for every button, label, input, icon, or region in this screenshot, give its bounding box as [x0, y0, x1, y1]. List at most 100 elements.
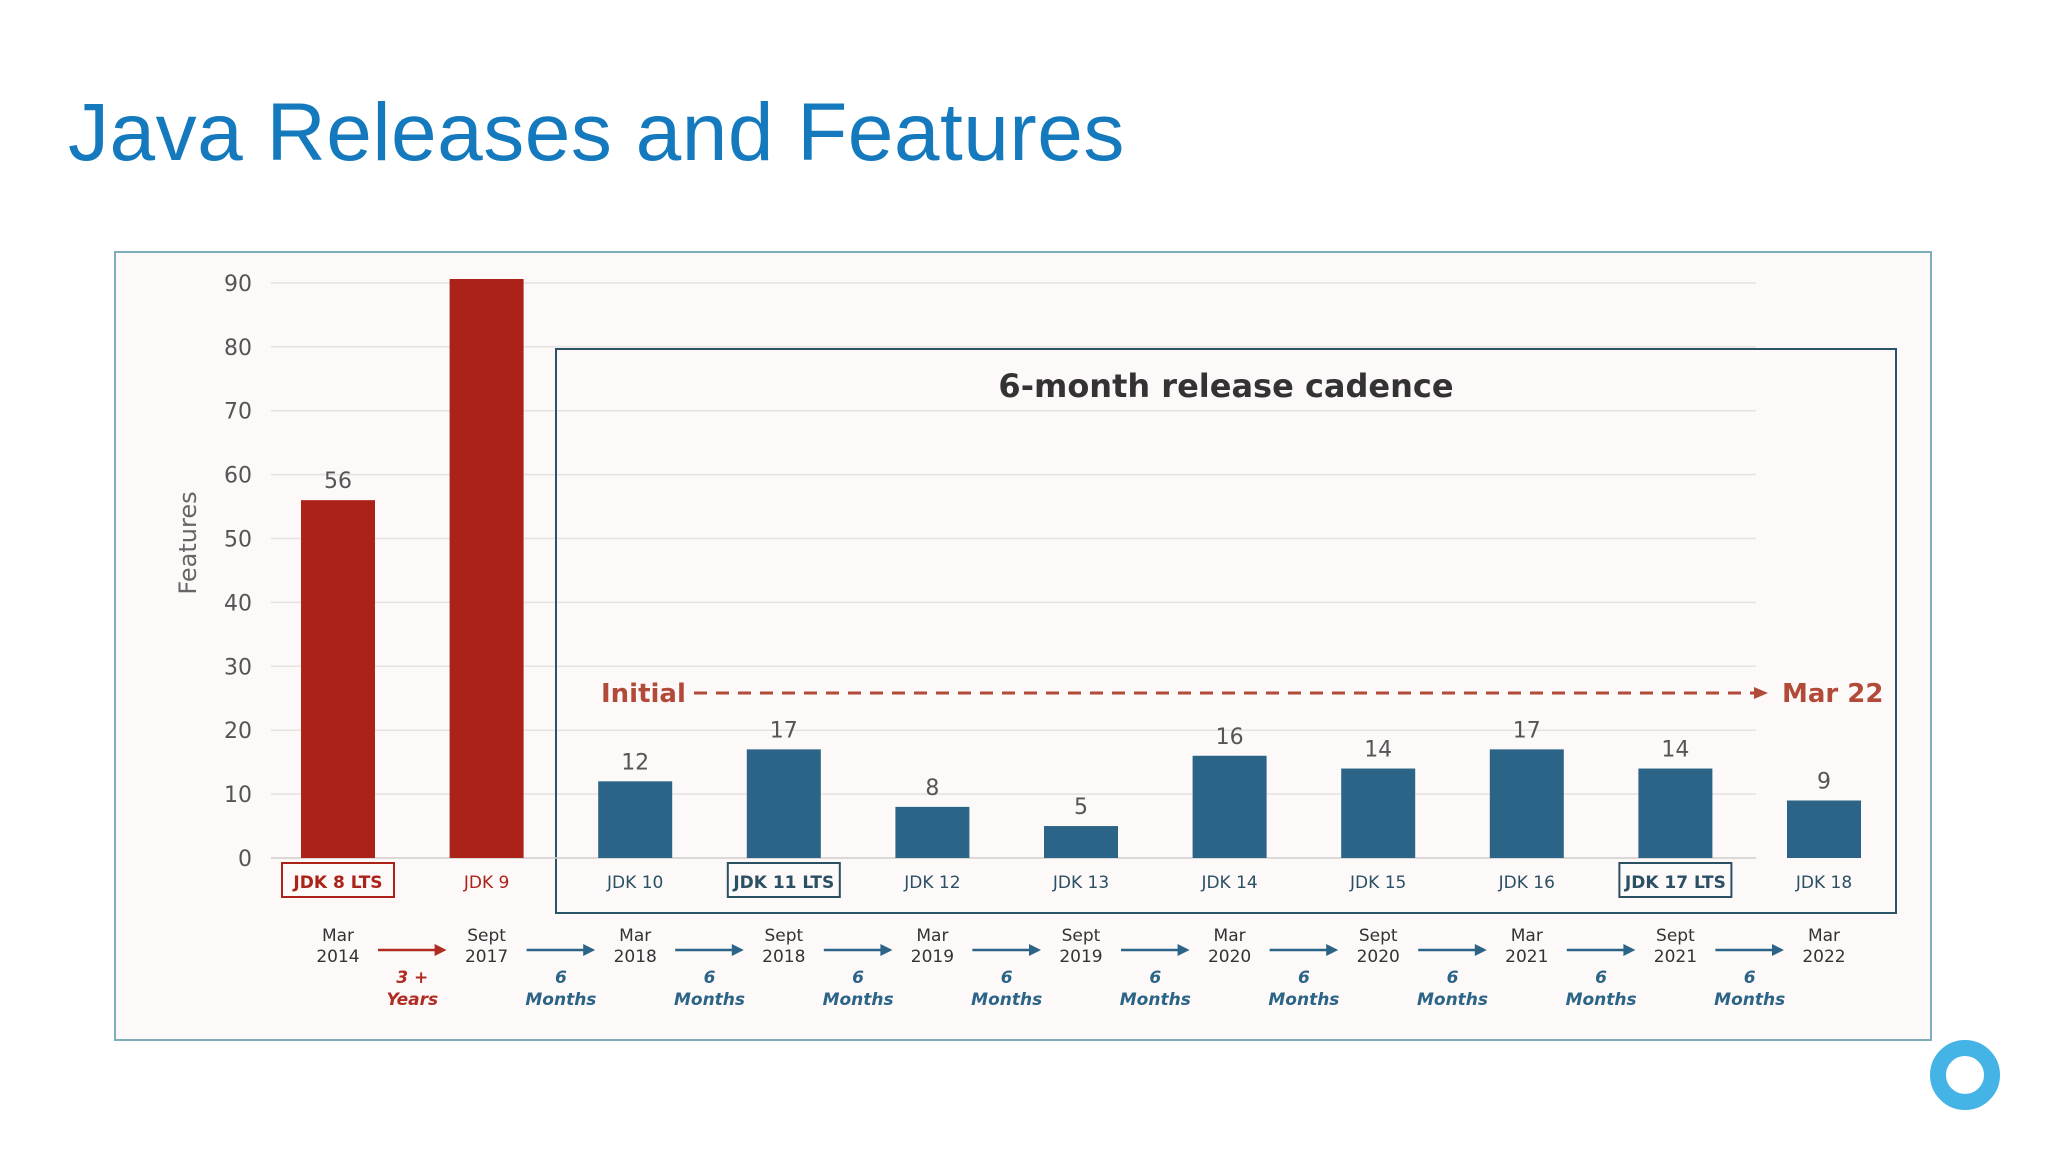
category-label: JDK 14 [1200, 873, 1257, 893]
interval-unit: Months [971, 990, 1042, 1010]
interval-arrow-head-icon [1177, 944, 1190, 956]
timeline-month: Mar [1511, 926, 1543, 946]
y-tick-label: 40 [224, 591, 252, 616]
bar-value-label: 14 [1364, 738, 1392, 763]
bar [1787, 800, 1861, 858]
interval-unit: Months [1268, 990, 1339, 1010]
bar [1638, 768, 1713, 858]
y-tick-label: 0 [238, 847, 252, 872]
category-label: JDK 12 [903, 873, 960, 893]
bar-value-label: 5 [1074, 795, 1088, 820]
interval-unit: Months [525, 990, 596, 1010]
lts-badge-box [726, 862, 841, 898]
y-axis-title: Features [174, 491, 202, 594]
interval-count: 6 [852, 968, 864, 988]
bar-value-label: 9 [1817, 769, 1831, 794]
category-label: JDK 10 [606, 873, 663, 893]
initial-arrow-head-icon [1754, 687, 1768, 699]
bar-value-label: 12 [621, 750, 649, 775]
lts-badge-box [1618, 862, 1733, 898]
interval-count: 6 [1744, 968, 1756, 988]
chart-frame: 0 10 20 30 40 50 60 70 80 90 Features 6-month relea… [114, 251, 1932, 1041]
timeline-month: Mar [322, 926, 354, 946]
interval-unit: Months [1566, 990, 1637, 1010]
bar [746, 749, 821, 858]
timeline-month: Sept [1359, 926, 1398, 946]
interval-arrow-head-icon [583, 944, 596, 956]
interval-count: 6 [1447, 968, 1459, 988]
interval-arrow-head-icon [1326, 944, 1339, 956]
interval-count: 6 [704, 968, 716, 988]
interval-unit: Months [1120, 990, 1191, 1010]
category-label: JDK 8 LTS [292, 873, 382, 893]
category-label: JDK 15 [1349, 873, 1406, 893]
slide-title: Java Releases and Features [68, 87, 1125, 178]
timeline-month: Sept [1656, 926, 1695, 946]
timeline-year: 2019 [911, 947, 954, 967]
bar [301, 500, 375, 858]
timeline-month: Mar [1808, 926, 1840, 946]
initial-label: Initial [601, 679, 686, 709]
category-label: JDK 18 [1795, 873, 1852, 893]
y-tick-label: 30 [224, 655, 252, 680]
y-tick-label: 10 [224, 783, 252, 808]
y-tick-label: 80 [224, 336, 252, 361]
bar-value-label: 14 [1661, 738, 1689, 763]
category-label: JDK 16 [1498, 873, 1555, 893]
bar-value-label: 17 [1513, 718, 1541, 743]
timeline-month: Sept [764, 926, 803, 946]
timeline-year: 2021 [1654, 947, 1697, 967]
bar-value-label: 56 [324, 469, 352, 494]
interval-unit: Months [823, 990, 894, 1010]
interval-count: 6 [1595, 968, 1607, 988]
cadence-box [555, 348, 1897, 914]
interval-count: 6 [1001, 968, 1013, 988]
y-tick-label: 70 [224, 400, 252, 425]
lts-badge-box [281, 862, 395, 898]
interval-count: 6 [1149, 968, 1161, 988]
category-label: JDK 11 LTS [732, 873, 834, 893]
timeline-year: 2022 [1802, 947, 1845, 967]
logo-ring-icon [1930, 1040, 2000, 1110]
interval-arrow-head-icon [731, 944, 744, 956]
bar-value-label: 17 [770, 718, 798, 743]
timeline-year: 2020 [1208, 947, 1251, 967]
timeline-month: Mar [1214, 926, 1246, 946]
timeline-year: 2017 [465, 947, 508, 967]
bar-value-label: 8 [925, 776, 939, 801]
interval-arrow-head-icon [434, 944, 447, 956]
timeline-year: 2018 [762, 947, 805, 967]
interval-unit: Years [386, 990, 438, 1010]
interval-arrow-head-icon [1623, 944, 1636, 956]
features-bar-chart: 0 10 20 30 40 50 60 70 80 90 Features 6-month relea… [174, 272, 1897, 1010]
timeline-year: 2018 [614, 947, 657, 967]
y-tick-label: 20 [224, 719, 252, 744]
y-tick-label: 60 [224, 464, 252, 489]
timeline-year: 2021 [1505, 947, 1548, 967]
bar [1192, 755, 1267, 858]
cadence-box-title: 6-month release cadence [998, 367, 1453, 405]
timeline-month: Mar [619, 926, 651, 946]
interval-arrow-head-icon [1029, 944, 1041, 956]
bar [449, 279, 524, 858]
end-label: Mar 22 [1782, 679, 1883, 709]
interval-count: 6 [555, 968, 567, 988]
timeline-month: Sept [467, 926, 506, 946]
bar [895, 806, 970, 858]
bar [1489, 749, 1564, 858]
bar [598, 781, 673, 858]
interval-arrow-head-icon [1474, 944, 1487, 956]
interval-arrow-head-icon [1772, 944, 1784, 956]
timeline-year: 2014 [316, 947, 359, 967]
category-label: JDK 9 [463, 873, 509, 893]
interval-unit: Months [1714, 990, 1785, 1010]
interval-count: 3 + [396, 968, 428, 988]
bar [1044, 826, 1118, 858]
interval-unit: Months [674, 990, 745, 1010]
interval-count: 6 [1298, 968, 1310, 988]
timeline-month: Sept [1062, 926, 1101, 946]
category-label: JDK 17 LTS [1624, 873, 1726, 893]
timeline-year: 2019 [1059, 947, 1102, 967]
y-tick-label: 50 [224, 528, 252, 553]
interval-arrow-head-icon [880, 944, 893, 956]
